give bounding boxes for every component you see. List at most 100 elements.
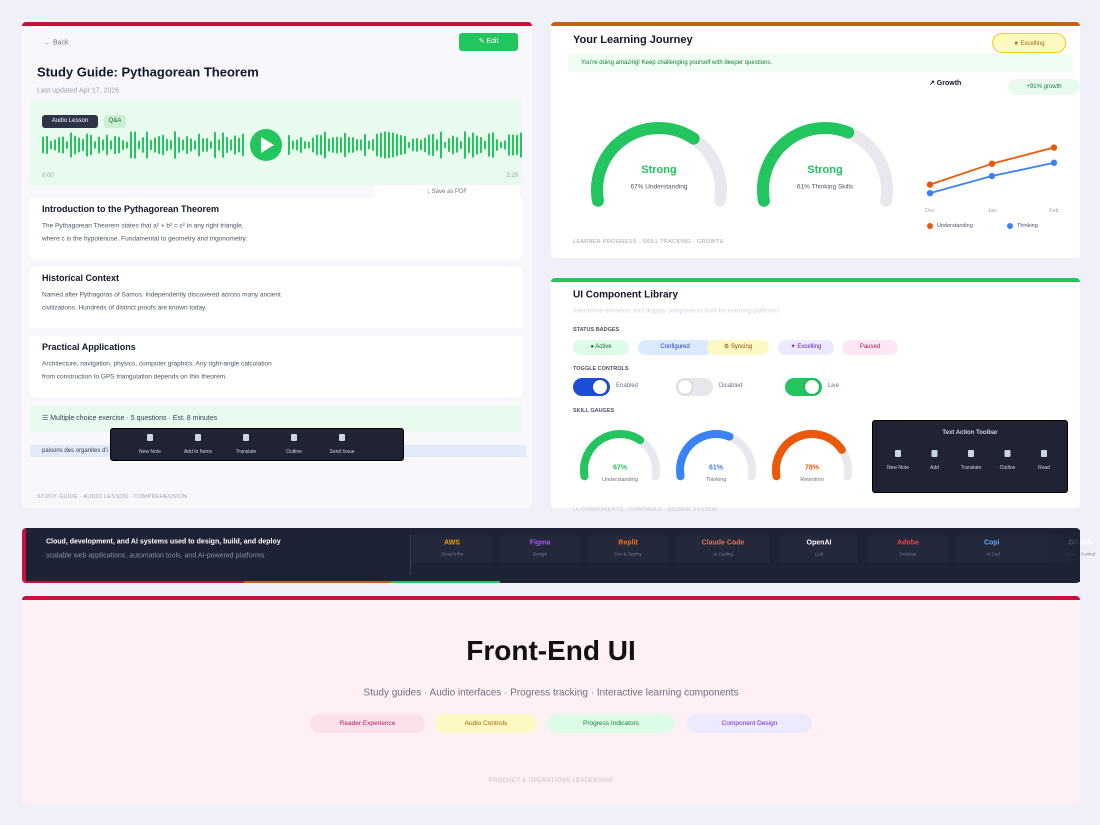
wave-bar (138, 140, 140, 150)
section-text: from construction to GPS triangulation d… (42, 373, 227, 381)
toolbar-item[interactable]: Send Issue (329, 449, 355, 455)
wave-bar (364, 133, 366, 157)
save-bar (375, 185, 520, 198)
tool-role: Creative (899, 551, 917, 557)
toolbar-item[interactable]: Read (1038, 465, 1050, 471)
band-text: scalable web applications, automation to… (46, 552, 267, 560)
band-fade (1040, 530, 1080, 582)
wave-bar (476, 135, 478, 155)
toolbar-item[interactable]: Add (930, 465, 939, 471)
growth-badge: +91% growth (1008, 79, 1080, 95)
gauge-caption: Understanding (602, 477, 638, 483)
series-point (1050, 159, 1058, 166)
gauge-status: Strong (641, 164, 677, 176)
tool-name: Figma (529, 539, 551, 547)
toolbar-icon (931, 450, 938, 457)
wave-bar (448, 138, 450, 152)
toolbar-icon (895, 450, 901, 457)
divider (410, 535, 411, 575)
wave-bar (492, 132, 494, 158)
status-badge: ⚙ Syncing (707, 340, 769, 355)
section-text: where c is the hypotenuse. Fundamental t… (42, 235, 248, 243)
progress-strip (26, 581, 500, 583)
wave-bar (288, 134, 290, 156)
tool-card (676, 535, 770, 563)
wave-bar (222, 132, 224, 158)
toolbar-icon (1004, 450, 1011, 457)
wave-bar (460, 141, 462, 149)
wave-bar (356, 139, 358, 151)
series-point (1050, 144, 1058, 151)
wave-bar (320, 134, 322, 156)
tab[interactable]: Q&A (104, 115, 126, 128)
wave-bar (218, 139, 220, 151)
band-text: Cloud, development, and AI systems used … (46, 538, 281, 546)
x-tick-label: Feb (1049, 208, 1059, 214)
wave-bar (316, 134, 318, 156)
gauge-caption: 67% Understanding (630, 183, 688, 191)
tab-active[interactable]: Audio Lesson (42, 115, 98, 128)
toolbar-item[interactable]: Add to Items (183, 449, 213, 455)
toggle[interactable] (676, 378, 713, 396)
toolbar-icon (195, 434, 201, 441)
wave-bar (344, 132, 346, 158)
wave-bar (206, 138, 208, 152)
wave-bar (126, 141, 128, 149)
time-end: 2:29 (506, 173, 518, 179)
tool-role: LLM (814, 551, 824, 557)
tool-card (412, 535, 492, 563)
toolbar-icon (243, 434, 249, 441)
toolbar-item[interactable]: New Note (887, 465, 909, 471)
wave-bar (464, 131, 466, 159)
wave-bar (308, 141, 310, 149)
toggle[interactable] (573, 378, 610, 396)
play-icon (261, 137, 274, 153)
toolbar-icon (968, 450, 974, 457)
wave-bar (122, 140, 124, 150)
wave-bar (300, 137, 302, 153)
wave-bar (404, 135, 406, 155)
wave-bar (376, 133, 378, 157)
exercise-info: ☰ Multiple choice exercise · 5 questions… (42, 415, 218, 422)
card-title: UI Component Library (573, 289, 679, 301)
legend-swatch (1007, 223, 1013, 229)
hero-subtitle: Study guides · Audio interfaces · Progre… (363, 687, 739, 699)
wave-bar (336, 136, 338, 154)
toggle[interactable] (785, 378, 822, 396)
gauge-value: 78% (804, 464, 820, 472)
gauge-fill (580, 430, 645, 481)
back-link[interactable]: ← Back (44, 39, 69, 47)
tag: Component Design (687, 714, 812, 733)
series-point (926, 189, 934, 197)
card-title: Your Learning Journey (573, 34, 693, 46)
toolbar-item[interactable]: Outline (999, 465, 1016, 471)
save-pdf[interactable]: ↓ Save as PDF (426, 189, 468, 195)
toolbar-item[interactable]: Translate (235, 449, 257, 455)
section-label: TOGGLE CONTROLS (573, 366, 629, 372)
tag: Progress Indicators (547, 714, 675, 733)
wave-bar (86, 133, 88, 157)
wave-bar (368, 140, 370, 150)
wave-bar (472, 132, 474, 158)
gauge-caption: Thinking (705, 477, 727, 483)
wave-bar (118, 136, 120, 154)
wave-bar (186, 135, 188, 155)
gauge-fill (772, 430, 846, 481)
wave-bar (420, 139, 422, 151)
section-text: civilizations. Hundreds of distinct proo… (42, 304, 207, 312)
toggle-knob (593, 380, 607, 394)
tool-card (588, 535, 668, 563)
wave-bar (210, 141, 212, 149)
series-point (988, 160, 996, 167)
toggle-label: Live (828, 383, 840, 389)
wave-bar (396, 133, 398, 157)
footer: STUDY GUIDE · AUDIO LESSON · COMPREHENSI… (37, 494, 188, 500)
wave-bar (142, 137, 144, 153)
toolbar-item[interactable]: New Note (139, 449, 161, 455)
toolbar-item[interactable]: Translate (960, 465, 982, 471)
edit-button[interactable]: ✎ Edit (459, 33, 518, 51)
wave-bar (58, 137, 60, 153)
toolbar-item[interactable]: Outline (286, 449, 302, 455)
tool-name: Claude Code (701, 539, 745, 547)
wave-bar (292, 140, 294, 150)
